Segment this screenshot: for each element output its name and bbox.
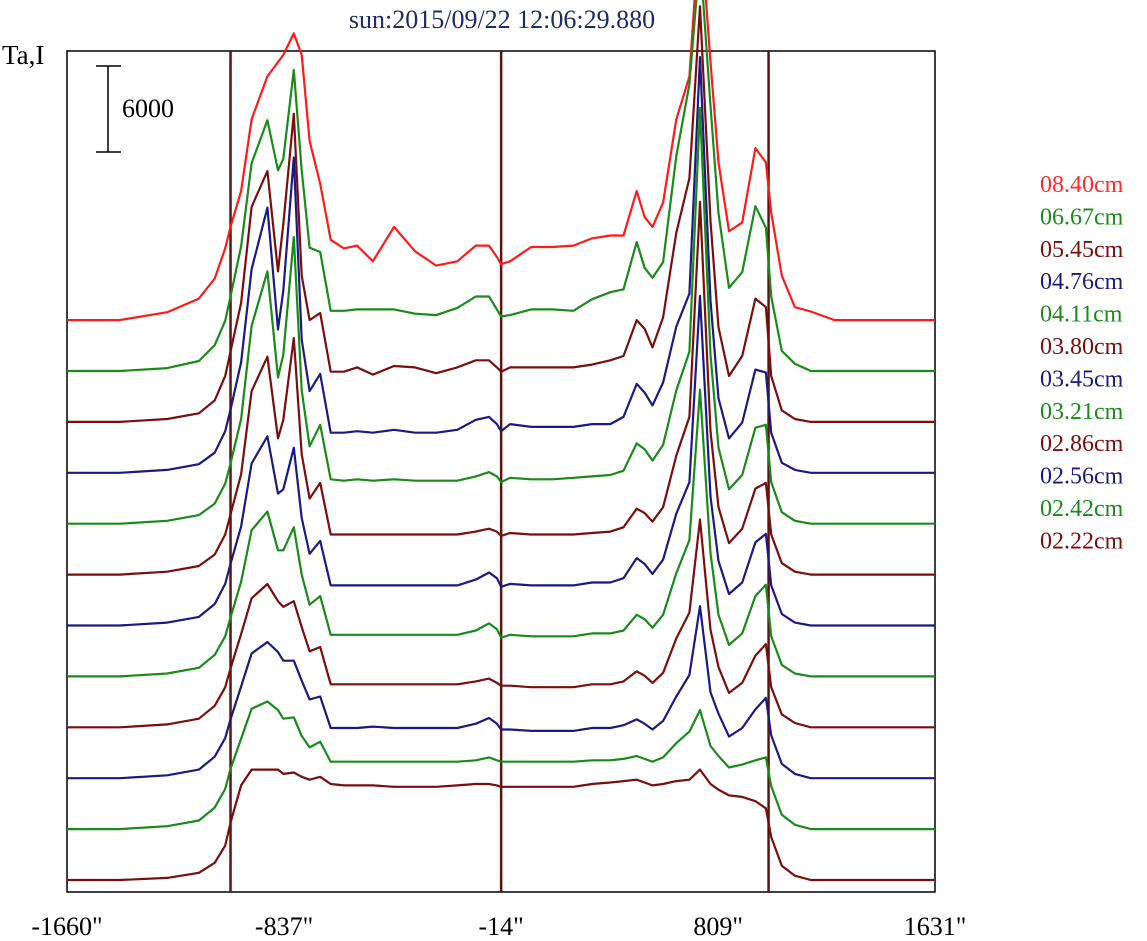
- legend: 08.40cm 06.67cm 05.45cm 04.76cm 04.11cm 03.80…: [1040, 172, 1124, 554]
- series-line-05.45cm: [67, 5, 935, 423]
- scale-bar-label: 6000: [122, 94, 174, 123]
- series-line-03.80cm: [67, 200, 935, 576]
- series-lines: [67, 0, 935, 882]
- x-tick-label: -14": [478, 912, 523, 941]
- legend-item-04.76cm: 04.76cm: [1040, 269, 1124, 295]
- legend-item-03.21cm: 03.21cm: [1040, 399, 1124, 425]
- series-line-04.76cm: [67, 55, 935, 474]
- series-line-06.67cm: [67, 0, 935, 373]
- series-line-02.86cm: [67, 518, 935, 729]
- series-line-02.56cm: [67, 605, 935, 780]
- series-line-02.42cm: [67, 700, 935, 831]
- legend-item-02.86cm: 02.86cm: [1040, 431, 1124, 457]
- series-line-03.21cm: [67, 388, 935, 678]
- x-tick-label: -837": [255, 912, 313, 941]
- x-tick-label: 1631": [904, 912, 967, 941]
- series-line-02.22cm: [67, 768, 935, 882]
- legend-item-02.42cm: 02.42cm: [1040, 496, 1124, 522]
- series-line-08.40cm: [67, 0, 935, 322]
- legend-item-02.22cm: 02.22cm: [1040, 528, 1124, 554]
- series-line-04.11cm: [67, 106, 935, 525]
- x-tick-label: 809": [693, 912, 743, 941]
- vertical-markers: [229, 51, 770, 892]
- series-line-03.45cm: [67, 294, 935, 627]
- legend-item-08.40cm: 08.40cm: [1040, 172, 1124, 198]
- chart-title: sun:2015/09/22 12:06:29.880: [349, 5, 655, 34]
- legend-item-04.11cm: 04.11cm: [1040, 302, 1123, 328]
- legend-item-06.67cm: 06.67cm: [1040, 204, 1124, 230]
- legend-item-02.56cm: 02.56cm: [1040, 464, 1124, 490]
- x-tick-label: -1660": [31, 912, 102, 941]
- y-axis-label: Ta,I: [2, 40, 44, 70]
- legend-item-05.45cm: 05.45cm: [1040, 237, 1124, 263]
- scale-bar: 6000: [96, 65, 174, 153]
- legend-item-03.80cm: 03.80cm: [1040, 334, 1124, 360]
- legend-item-03.45cm: 03.45cm: [1040, 366, 1124, 392]
- x-tick-labels: -1660" -837" -14" 809" 1631": [31, 912, 966, 941]
